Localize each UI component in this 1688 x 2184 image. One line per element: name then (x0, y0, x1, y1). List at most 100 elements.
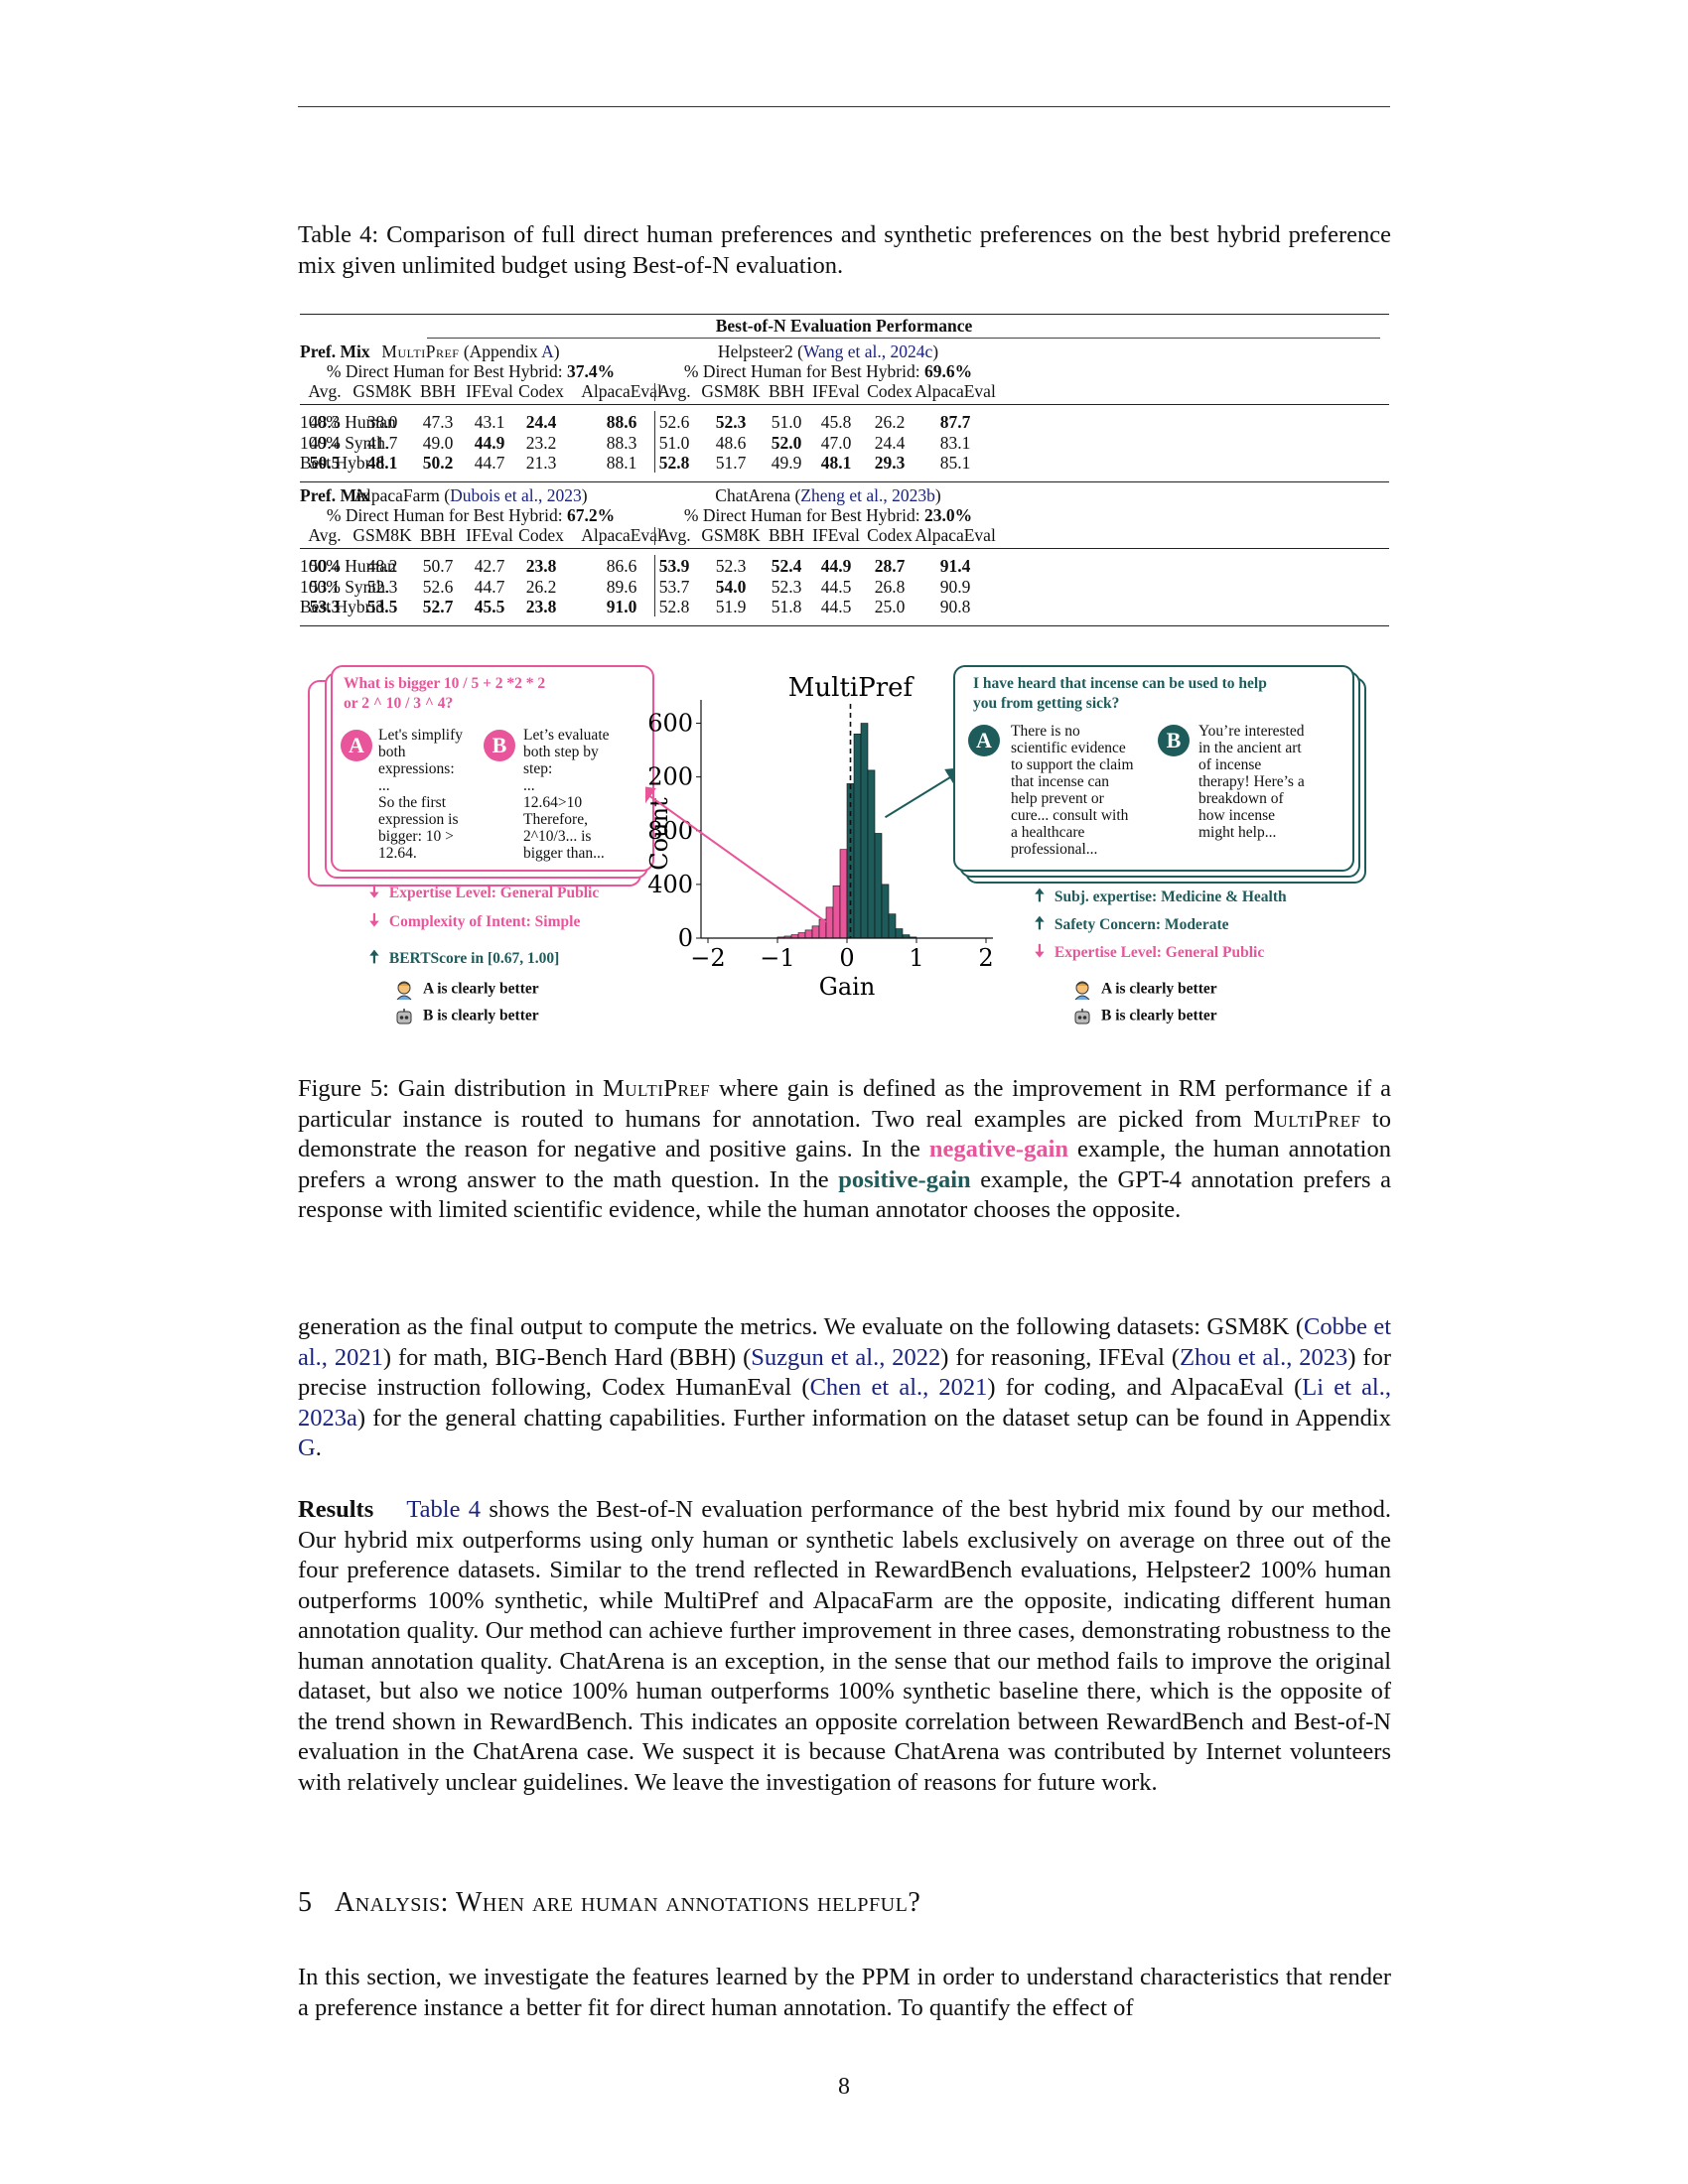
response-line: that incense can (1011, 773, 1109, 790)
column-header: IFEval (812, 525, 860, 545)
table-cell: 48.1 (366, 453, 398, 473)
caption-multipref: MultiPref (1253, 1105, 1361, 1133)
table-cell: 52.6 (422, 576, 454, 597)
table-cell: 53.5 (366, 597, 398, 616)
negative-gain-arrow (645, 784, 827, 923)
response-line: Therefore, (523, 811, 588, 828)
response-line: So the first (378, 794, 447, 811)
dataset-title: MultiPref (381, 341, 460, 361)
table-cell: 50.5 (309, 453, 341, 473)
table-cell: 50.4 (309, 556, 341, 576)
dataset-citation[interactable]: A (541, 341, 554, 361)
citation-link[interactable]: Suzgun et al., 2022 (751, 1343, 941, 1371)
paragraph-text: ) for reasoning, IFEval ( (940, 1343, 1181, 1371)
table-cell: 51.7 (715, 453, 747, 473)
table-cell: 24.4 (525, 412, 557, 432)
feature-text: Expertise Level: General Public (385, 885, 600, 901)
dataset-close: ) (581, 485, 588, 505)
robot-icon (1074, 1009, 1090, 1024)
section-number: 5 (298, 1887, 313, 1918)
table-cell: 23.2 (525, 432, 557, 453)
paragraph-text: ) for precise instruction following, Cod… (298, 1343, 1392, 1402)
response-line: of incense (1198, 756, 1262, 773)
dataset-suffix: ( (790, 485, 801, 505)
right-feature: 🠇 Expertise Level: General Public (1035, 941, 1264, 963)
table-cell: 52.6 (658, 412, 690, 432)
column-header: Avg. (308, 381, 342, 401)
row-label: 100% Synth. (300, 432, 390, 453)
citation-link[interactable]: Zhou et al., 2023 (1180, 1343, 1348, 1371)
figure-5: What is bigger 10 / 5 + 2 *2 * 2 or 2 ^ … (298, 660, 1390, 1057)
left-feature: 🠇 Expertise Level: General Public (369, 882, 599, 903)
dataset-suffix: (Appendix (459, 341, 542, 361)
response-line: ... (378, 777, 390, 794)
left-question: What is bigger 10 / 5 + 2 *2 * 2 or 2 ^ … (344, 674, 545, 714)
dataset-citation[interactable]: Zheng et al., 2023b (800, 485, 935, 505)
dataset-citation[interactable]: Wang et al., 2024c (802, 341, 933, 361)
table-cell: 23.8 (525, 556, 557, 576)
table-cell: 53.9 (658, 556, 690, 576)
feature-text: Subj. expertise: Medicine & Health (1051, 888, 1287, 905)
x-tick-label: 1 (909, 944, 923, 972)
table-cell: 52.4 (771, 556, 802, 576)
caption-multipref: MultiPref (602, 1075, 711, 1102)
table-4-link[interactable]: Table 4 (406, 1496, 482, 1523)
citation-link[interactable]: Chen et al., 2021 (809, 1374, 988, 1401)
y-tick-label: 1600 (645, 710, 693, 738)
citation-link[interactable]: G (298, 1434, 316, 1461)
results-heading: Results (298, 1496, 374, 1523)
feature-text: BERTScore in [0.67, 1.00] (385, 950, 560, 967)
arrow-up-icon: 🠅 (1035, 913, 1045, 933)
verdict-text: B is clearly better (423, 1007, 539, 1024)
column-header: IFEval (466, 381, 513, 401)
response-line: scientific evidence (1011, 740, 1126, 756)
citation-link[interactable]: Cobbe et al., 2021 (298, 1313, 1392, 1371)
table-cell: 45.5 (474, 597, 505, 616)
verdict-text: B is clearly better (1101, 1007, 1217, 1024)
column-separator (654, 555, 655, 616)
arrow-down-icon: 🠇 (369, 882, 379, 901)
dataset-citation[interactable]: Dubois et al., 2023 (450, 485, 582, 505)
dataset-title: Helpsteer2 (717, 341, 793, 361)
table-cell: 52.0 (771, 432, 802, 453)
dataset-name: MultiPref (Appendix A) (381, 341, 559, 361)
citation-link[interactable]: Li et al., 2023a (298, 1374, 1391, 1432)
response-line: professional... (1011, 841, 1098, 858)
x-axis-label: Gain (819, 973, 876, 1001)
caption-text: Figure 5: Gain distribution in (298, 1075, 603, 1102)
table-cell: 83.1 (939, 432, 971, 453)
arrow-down-icon: 🠇 (1035, 941, 1045, 961)
table-cell: 88.1 (606, 453, 637, 473)
right-response-b: You’re interested in the ancient art of in… (1198, 723, 1305, 841)
histogram-bar (797, 932, 806, 939)
response-line: 12.64>10 (523, 794, 583, 811)
column-header: IFEval (812, 381, 860, 401)
dataset-name: AlpacaFarm (Dubois et al., 2023) (353, 485, 587, 505)
table-cell: 47.0 (820, 432, 852, 453)
direct-human-value: 37.4% (566, 361, 616, 381)
left-response-a: Let's simplify both expressions:... So the … (378, 727, 463, 862)
response-line: Let's simplify (378, 727, 464, 744)
table-cell: 26.8 (874, 576, 906, 597)
caption-negative-gain: negative-gain (928, 1136, 1069, 1162)
results-text: shows the Best-of-N evaluation performan… (298, 1496, 1391, 1796)
histogram-bar (860, 723, 869, 939)
x-tick-label: −1 (760, 944, 794, 972)
table-cell: 51.9 (715, 597, 747, 616)
table-cell: 52.7 (422, 597, 454, 616)
table-cell: 90.8 (939, 597, 971, 616)
table-top-rule (300, 314, 1389, 315)
direct-human-value: 23.0% (923, 505, 973, 525)
dataset-close: ) (934, 485, 941, 505)
direct-human-label: % Direct Human for Best Hybrid: (683, 361, 924, 381)
response-line: You’re interested (1198, 723, 1305, 740)
column-header: Codex (518, 381, 564, 401)
y-tick-label: 400 (647, 871, 693, 898)
table-super-header: Best-of-N Evaluation Performance (715, 316, 973, 336)
table-cell: 49.9 (771, 453, 802, 473)
table-cell: 52.3 (771, 576, 802, 597)
table-cell: 48.2 (366, 556, 398, 576)
table-cell: 24.4 (874, 432, 906, 453)
right-verdict-human: A is clearly better (1072, 980, 1217, 1000)
